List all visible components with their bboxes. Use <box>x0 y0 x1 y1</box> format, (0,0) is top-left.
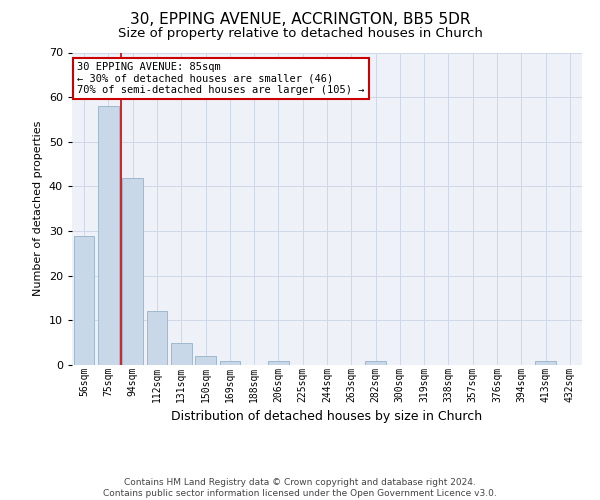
Bar <box>268 360 289 365</box>
Bar <box>74 236 94 365</box>
Text: Contains HM Land Registry data © Crown copyright and database right 2024.
Contai: Contains HM Land Registry data © Crown c… <box>103 478 497 498</box>
Bar <box>220 360 240 365</box>
Bar <box>146 312 167 365</box>
Y-axis label: Number of detached properties: Number of detached properties <box>33 121 43 296</box>
Bar <box>535 360 556 365</box>
Bar <box>365 360 386 365</box>
Bar <box>122 178 143 365</box>
Text: Size of property relative to detached houses in Church: Size of property relative to detached ho… <box>118 28 482 40</box>
X-axis label: Distribution of detached houses by size in Church: Distribution of detached houses by size … <box>172 410 482 423</box>
Text: 30, EPPING AVENUE, ACCRINGTON, BB5 5DR: 30, EPPING AVENUE, ACCRINGTON, BB5 5DR <box>130 12 470 28</box>
Text: 30 EPPING AVENUE: 85sqm
← 30% of detached houses are smaller (46)
70% of semi-de: 30 EPPING AVENUE: 85sqm ← 30% of detache… <box>77 62 365 95</box>
Bar <box>98 106 119 365</box>
Bar <box>195 356 216 365</box>
Bar <box>171 342 191 365</box>
